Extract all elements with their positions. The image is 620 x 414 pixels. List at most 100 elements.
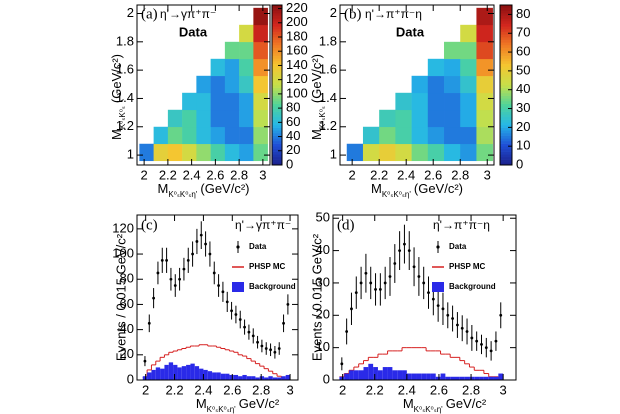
panel-label: (b): [344, 6, 362, 22]
data-point: [260, 344, 264, 348]
background-bar: [147, 372, 152, 380]
data-point: [417, 275, 421, 278]
panel: Data PHSP MC Background Events / 0.015 GeV/…: [309, 210, 517, 397]
colorbar-strip: [500, 109, 512, 112]
data-point: [422, 281, 426, 285]
axis-label: MK⁰ₛK⁰ₛη' GeV/c²: [403, 396, 487, 413]
panel-label: (c): [141, 217, 158, 233]
data-point: [465, 330, 469, 333]
colorbar-strip: [272, 74, 282, 78]
y-tick-label: 0: [127, 371, 134, 386]
colorbar-frame: [271, 4, 283, 166]
heatmap-cell: [210, 92, 226, 111]
heatmap-cell: [210, 143, 226, 162]
colorbar-strip: [272, 106, 282, 110]
background-bar: [493, 376, 499, 380]
y-tick-label: 100: [112, 245, 134, 260]
axis-label: MK⁰ₛK⁰ₛη' GeV/c²: [196, 396, 280, 413]
x-tick-label: 2: [349, 167, 356, 182]
colorbar-strip: [500, 157, 512, 160]
heatmap-cell: [476, 58, 493, 77]
data-point: [480, 343, 483, 346]
background-bar: [246, 376, 252, 380]
background-bar: [242, 374, 247, 380]
colorbar-strip: [500, 66, 512, 70]
panel: 0 10 20 30 40 50 60 70 80 Data 2 2.2 2.4 2.6 2.8 3 1 1.2 1…: [319, 4, 530, 182]
x-tick-label: 2.6: [430, 382, 448, 397]
heatmap-cell: [139, 143, 154, 162]
background-bar: [397, 370, 403, 380]
data-point: [191, 252, 194, 256]
data-point: [393, 262, 397, 265]
colorbar-strip: [500, 74, 512, 78]
x-tick-label: 2.4: [194, 382, 212, 397]
heatmap-cell: [224, 143, 240, 162]
colorbar-strip: [272, 125, 282, 128]
panel-title: η'→π⁺π⁻η: [365, 7, 422, 21]
axis-label-unit: (GeV/c²): [200, 181, 249, 196]
colorbar-strip: [272, 7, 282, 11]
heatmap-cell: [411, 92, 429, 111]
heatmap-cell: [239, 41, 254, 60]
data-point: [282, 321, 285, 325]
background-bar: [474, 376, 480, 380]
panel-title: η'→π⁺π⁻η: [433, 218, 490, 232]
background-bar: [353, 370, 359, 380]
heatmap-cell: [224, 75, 240, 94]
heatmap-cell: [395, 126, 412, 145]
colorbar-strip: [272, 10, 282, 14]
y-tick-label: 60: [120, 296, 134, 311]
background-bar: [251, 376, 256, 380]
background-bar: [435, 376, 441, 380]
colorbar-strip: [500, 45, 512, 48]
background-bar: [181, 366, 187, 380]
data-point: [354, 291, 358, 295]
data-point: [143, 359, 147, 363]
data-point: [441, 307, 445, 311]
colorbar-strip: [272, 154, 282, 158]
data-point: [489, 349, 493, 353]
heatmap-cell: [476, 92, 493, 111]
panel-label: (a): [141, 6, 158, 22]
data-point: [388, 275, 392, 278]
colorbar-tick-label: 0: [286, 156, 293, 171]
y-tick-label: 30: [316, 274, 330, 289]
y-tick-label: 40: [120, 321, 134, 336]
legend-label: Data: [449, 242, 467, 251]
heatmap-cell: [239, 126, 254, 145]
data-point: [374, 288, 377, 291]
data-point: [412, 265, 416, 269]
data-point: [186, 258, 190, 262]
colorbar-strip: [272, 53, 282, 56]
y-axis-label: Events / 0.015 GeV/c²: [113, 233, 128, 361]
data-point: [431, 297, 435, 301]
colorbar-strip: [500, 159, 512, 163]
background-bar: [212, 372, 217, 380]
background-bar: [450, 376, 455, 380]
heatmap-cell: [395, 143, 412, 162]
colorbar-strip: [500, 151, 512, 155]
data-point: [470, 336, 474, 340]
colorbar-strip: [500, 130, 512, 134]
colorbar-tick-label: 160: [286, 43, 308, 58]
colorbar-strip: [500, 90, 512, 94]
x-tick-label: 3: [286, 382, 293, 397]
data-point: [199, 233, 203, 237]
heatmap-cell: [411, 126, 429, 145]
axis-label-main: M: [158, 181, 169, 196]
colorbar-strip: [500, 82, 512, 86]
colorbar-strip: [272, 18, 282, 22]
colorbar-strip: [500, 55, 512, 59]
heatmap-cell: [182, 109, 197, 128]
heatmap-cell: [239, 58, 254, 77]
colorbar-strip: [500, 61, 512, 64]
panel-title: η'→γπ⁺π⁻: [235, 218, 291, 232]
heatmap-cell: [444, 109, 461, 128]
background-bar: [363, 367, 369, 380]
legend-swatch: [432, 282, 444, 292]
axis-label-main: M: [196, 396, 207, 411]
colorbar-strip: [500, 98, 512, 102]
colorbar-strip: [500, 154, 512, 158]
heatmap-cell: [182, 143, 197, 162]
colorbar-tick-label: 40: [516, 81, 530, 96]
